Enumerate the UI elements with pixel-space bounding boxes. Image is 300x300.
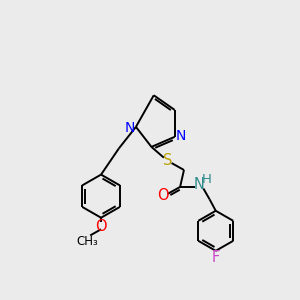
Text: F: F xyxy=(212,250,220,265)
Text: O: O xyxy=(95,220,107,235)
Text: S: S xyxy=(163,153,172,168)
Text: CH₃: CH₃ xyxy=(76,235,98,248)
Text: H: H xyxy=(202,173,212,187)
Text: N: N xyxy=(124,121,135,135)
Text: O: O xyxy=(157,188,169,203)
Text: N: N xyxy=(194,177,205,192)
Text: N: N xyxy=(176,129,186,143)
